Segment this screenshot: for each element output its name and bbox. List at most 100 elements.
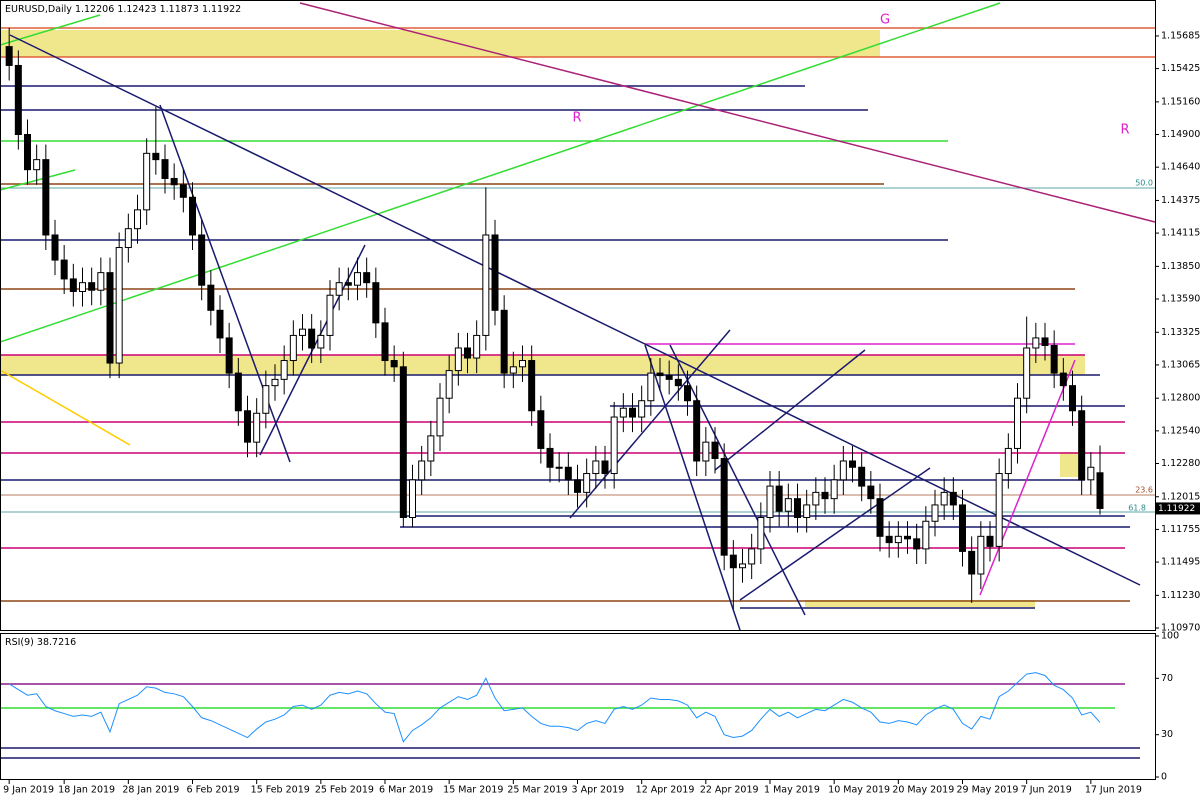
candle-body (161, 159, 169, 179)
candle-body (885, 535, 893, 544)
y-tick-label: 1.14900 (1161, 129, 1200, 140)
candle-body (491, 234, 499, 311)
candle-body (317, 334, 325, 349)
candle-body (546, 447, 554, 468)
candle-body (638, 400, 646, 418)
y-tick-label: 1.15425 (1161, 63, 1200, 74)
candle-body (729, 554, 737, 569)
y-tick-label: 1.14640 (1161, 162, 1200, 173)
candle-body (821, 491, 829, 500)
candle-body (574, 479, 581, 493)
trend-line (979, 359, 1076, 596)
y-tick-label: 100 (1161, 631, 1179, 642)
current-price: 1.11922 (1158, 504, 1195, 514)
candle-body (564, 466, 572, 481)
candle-body (234, 372, 242, 412)
candle-body (335, 282, 343, 296)
candle-body (363, 272, 371, 284)
candle-body (1041, 337, 1049, 346)
x-tick-label: 17 Jun 2019 (1085, 785, 1142, 796)
y-tick-label: 70 (1161, 673, 1173, 684)
candle-body (445, 370, 453, 399)
candle-body (537, 410, 545, 449)
candle-body (225, 337, 233, 374)
candle-body (739, 563, 746, 569)
x-tick-label: 22 Apr 2019 (700, 785, 759, 796)
y-tick-label: 1.14375 (1161, 195, 1200, 206)
x-tick-label: 3 Apr 2019 (572, 785, 625, 796)
candle-body (280, 360, 288, 380)
candle-body (244, 410, 251, 443)
candle-body (720, 457, 728, 556)
candle-body (464, 347, 471, 359)
candle-body (555, 466, 563, 469)
open: 1.12206 (75, 4, 114, 15)
candle-body (849, 460, 856, 468)
candle-body (1059, 372, 1067, 387)
candle-body (784, 498, 792, 512)
candle-body (684, 385, 691, 402)
candle-body (189, 196, 196, 236)
y-tick-label: 1.15160 (1161, 96, 1200, 107)
y-tick-label: 1.12800 (1161, 393, 1200, 404)
y-tick-label: 0 (1161, 772, 1167, 783)
rsi-line (8, 672, 1101, 743)
candle-body (674, 378, 682, 387)
low: 1.11873 (160, 4, 199, 15)
candle-body (253, 412, 261, 443)
trend-line (714, 349, 866, 471)
candle-body (931, 504, 939, 522)
candle-body (51, 234, 59, 261)
candle-body (803, 504, 811, 518)
candle-body (308, 328, 316, 349)
candle-body (409, 479, 416, 518)
y-tick-label: 1.13065 (1161, 359, 1200, 370)
candle-body (904, 535, 911, 540)
candle-body (115, 247, 123, 364)
trend-line (259, 244, 366, 456)
trend-line (0, 369, 131, 446)
candle-body (216, 309, 224, 339)
symbol: EURUSD,Daily (5, 4, 72, 15)
candle-body (1014, 397, 1021, 449)
candle-body (839, 460, 847, 481)
candle-body (711, 441, 719, 459)
trend-line (644, 344, 741, 631)
header: EURUSD,Daily 1.12206 1.12423 1.11873 1.1… (5, 4, 241, 15)
candle-body (509, 366, 517, 374)
candle-body (519, 360, 526, 368)
candle-body (940, 491, 948, 506)
candle-body (106, 272, 114, 364)
candle-body (289, 334, 297, 362)
annotation: R (572, 111, 581, 126)
candle-body (262, 385, 270, 414)
candle-body (629, 407, 636, 418)
candle-body (775, 485, 783, 512)
candle-body (610, 416, 618, 475)
annotation: G (880, 13, 890, 28)
candle-body (748, 548, 756, 565)
x-tick-label: 7 Jun 2019 (1021, 785, 1072, 796)
y-tick-label: 1.11230 (1161, 590, 1200, 601)
rsi-frame (0, 633, 1156, 780)
candle-body (418, 460, 426, 481)
candle-body (876, 498, 884, 537)
y-tick-label: 1.12540 (1161, 425, 1200, 436)
x-tick-label: 6 Mar 2019 (379, 785, 433, 796)
candle-body (152, 152, 160, 161)
candle-body (894, 535, 902, 544)
fib-label: 50.0 (1135, 179, 1153, 188)
candle-body (647, 372, 655, 402)
candle-body (1023, 347, 1031, 399)
x-tick-label: 18 Jan 2019 (58, 785, 115, 796)
annotation: R (1120, 123, 1129, 138)
candle-body (977, 535, 985, 575)
candle-body (143, 152, 151, 211)
candle-body (1096, 472, 1104, 509)
x-tick-label: 9 Jan 2019 (3, 785, 54, 796)
x-tick-label: 28 Jan 2019 (122, 785, 179, 796)
candle-body (42, 159, 50, 236)
x-tick-label: 12 Apr 2019 (636, 785, 695, 796)
candle-body (1078, 410, 1086, 481)
